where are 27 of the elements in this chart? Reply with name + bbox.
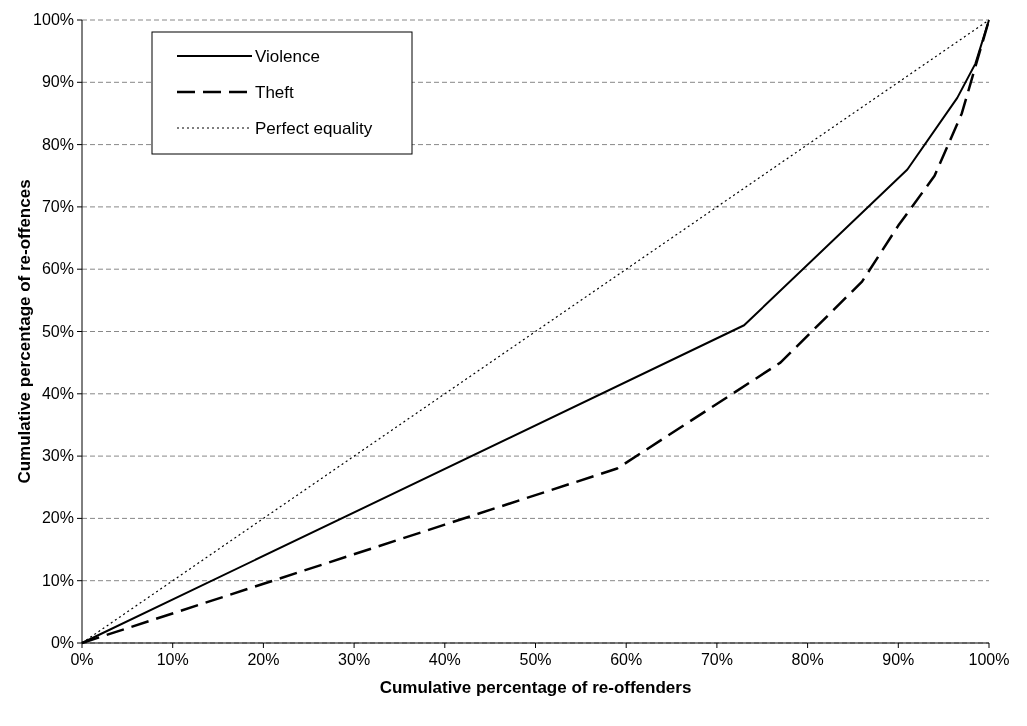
x-tick-label: 30% bbox=[338, 651, 371, 668]
x-tick-label: 20% bbox=[247, 651, 280, 668]
x-tick-label: 100% bbox=[968, 651, 1010, 668]
y-tick-label: 10% bbox=[41, 571, 74, 589]
x-tick-label: 0% bbox=[70, 651, 94, 668]
y-tick-label: 90% bbox=[41, 73, 74, 91]
legend-label: Violence bbox=[255, 47, 320, 66]
legend-label: Perfect equality bbox=[255, 119, 373, 138]
legend-label: Theft bbox=[255, 83, 295, 102]
x-axis-title: Cumulative percentage of re-offenders bbox=[379, 678, 692, 697]
x-tick-label: 50% bbox=[519, 651, 552, 668]
y-tick-label: 60% bbox=[41, 260, 74, 278]
x-tick-label: 60% bbox=[610, 651, 643, 668]
x-tick-label: 70% bbox=[700, 651, 733, 668]
y-tick-label: 50% bbox=[41, 322, 74, 340]
y-tick-label: 40% bbox=[41, 384, 74, 402]
x-tick-label: 80% bbox=[791, 651, 824, 668]
y-tick-label: 100% bbox=[33, 11, 74, 28]
y-axis-title: Cumulative percentage of re-offences bbox=[15, 179, 34, 484]
y-tick-label: 20% bbox=[41, 509, 74, 527]
x-tick-label: 10% bbox=[156, 651, 189, 668]
x-tick-label: 40% bbox=[428, 651, 461, 668]
y-tick-label: 70% bbox=[41, 197, 74, 215]
y-tick-label: 80% bbox=[41, 135, 74, 153]
y-tick-label: 30% bbox=[41, 447, 74, 465]
y-tick-label: 0% bbox=[50, 634, 74, 651]
x-tick-label: 90% bbox=[882, 651, 915, 668]
